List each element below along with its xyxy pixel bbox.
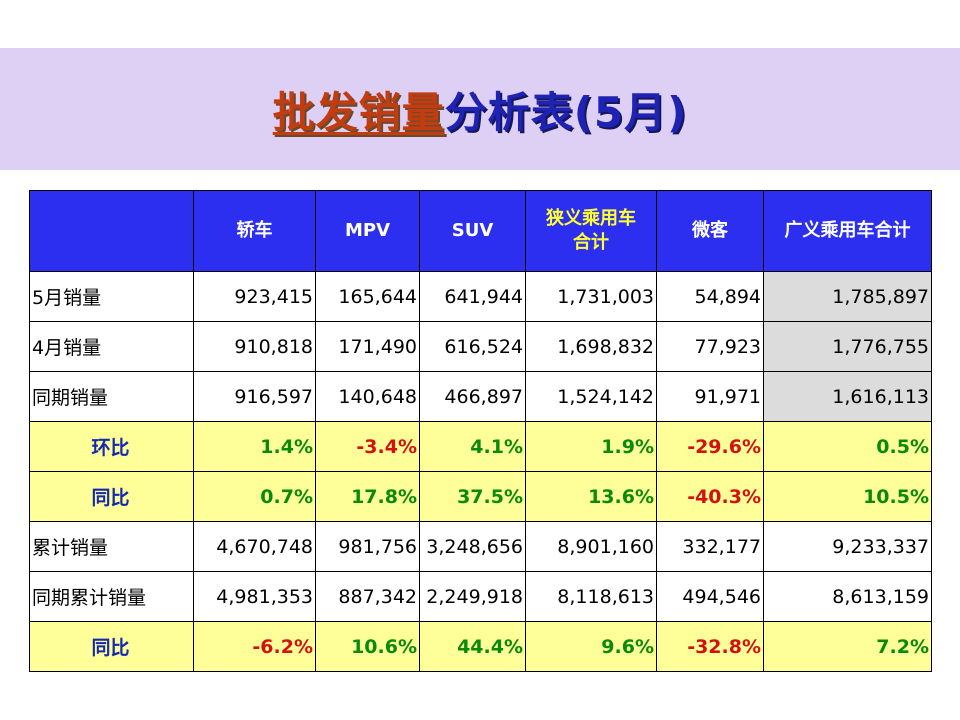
- row-label: 同比: [29, 621, 194, 672]
- cell-value: 171,490: [315, 321, 420, 372]
- cell-value: 1,731,003: [525, 271, 657, 322]
- cell-value: 916,597: [193, 371, 316, 422]
- page-title: 批发销量 分析表(5月): [0, 48, 960, 170]
- cell-percent: 13.6%: [525, 471, 657, 522]
- cell-percent: -32.8%: [656, 621, 764, 672]
- cell-value: 910,818: [193, 321, 316, 372]
- cell-percent: -29.6%: [656, 421, 764, 472]
- cell-percent: 44.4%: [419, 621, 526, 672]
- table-row: 累计销量 4,670,748 981,756 3,248,656 8,901,1…: [29, 521, 932, 572]
- cell-percent: 7.2%: [763, 621, 932, 672]
- cell-value: 3,248,656: [419, 521, 526, 572]
- cell-value: 887,342: [315, 571, 420, 622]
- cell-value: 4,981,353: [193, 571, 316, 622]
- cell-percent: 1.4%: [193, 421, 316, 472]
- cell-percent: -3.4%: [315, 421, 420, 472]
- row-label: 5月销量: [29, 271, 194, 322]
- cell-value: 8,613,159: [763, 571, 932, 622]
- title-part-1: 批发销量: [272, 87, 445, 137]
- header-corner: [29, 190, 194, 272]
- table-row: 5月销量 923,415 165,644 641,944 1,731,003 5…: [29, 271, 932, 322]
- title-banner: [0, 48, 960, 170]
- cell-value: 1,524,142: [525, 371, 657, 422]
- row-label: 同比: [29, 471, 194, 522]
- cell-percent: 0.7%: [193, 471, 316, 522]
- cell-value: 2,249,918: [419, 571, 526, 622]
- cell-percent: 9.6%: [525, 621, 657, 672]
- cell-value: 641,944: [419, 271, 526, 322]
- row-label: 4月销量: [29, 321, 194, 372]
- cell-percent: 0.5%: [763, 421, 932, 472]
- cell-percent: 37.5%: [419, 471, 526, 522]
- cell-value-total: 1,616,113: [763, 371, 932, 422]
- cell-value: 494,546: [656, 571, 764, 622]
- table-row: 同期销量 916,597 140,648 466,897 1,524,142 9…: [29, 371, 932, 422]
- header-narrow-total: 狭义乘用车合计: [525, 190, 657, 272]
- row-label: 累计销量: [29, 521, 194, 572]
- cell-percent: 1.9%: [525, 421, 657, 472]
- cell-value: 1,698,832: [525, 321, 657, 372]
- header-mpv: MPV: [315, 190, 420, 272]
- cell-value-total: 1,776,755: [763, 321, 932, 372]
- header-minivan: 微客: [656, 190, 764, 272]
- cell-value: 466,897: [419, 371, 526, 422]
- header-broad-total: 广义乘用车合计: [763, 190, 932, 272]
- cell-value: 8,118,613: [525, 571, 657, 622]
- table-row-percent: 环比 1.4% -3.4% 4.1% 1.9% -29.6% 0.5%: [29, 421, 932, 472]
- cell-percent: 17.8%: [315, 471, 420, 522]
- cell-percent: 4.1%: [419, 421, 526, 472]
- sales-table: 轿车 MPV SUV 狭义乘用车合计 微客 广义乘用车合计 5月销量 923,4…: [29, 190, 932, 672]
- cell-value: 9,233,337: [763, 521, 932, 572]
- cell-value: 4,670,748: [193, 521, 316, 572]
- cell-value: 981,756: [315, 521, 420, 572]
- cell-value: 923,415: [193, 271, 316, 322]
- row-label: 同期累计销量: [29, 571, 194, 622]
- cell-value: 165,644: [315, 271, 420, 322]
- table-row-percent: 同比 -6.2% 10.6% 44.4% 9.6% -32.8% 7.2%: [29, 621, 932, 672]
- row-label: 环比: [29, 421, 194, 472]
- cell-percent: 10.6%: [315, 621, 420, 672]
- row-label: 同期销量: [29, 371, 194, 422]
- table-row: 4月销量 910,818 171,490 616,524 1,698,832 7…: [29, 321, 932, 372]
- cell-value: 140,648: [315, 371, 420, 422]
- table-header-row: 轿车 MPV SUV 狭义乘用车合计 微客 广义乘用车合计: [29, 190, 932, 272]
- cell-value: 332,177: [656, 521, 764, 572]
- cell-value: 77,923: [656, 321, 764, 372]
- cell-value: 91,971: [656, 371, 764, 422]
- cell-value: 54,894: [656, 271, 764, 322]
- title-part-2: 分析表(5月): [444, 87, 688, 137]
- cell-percent: -6.2%: [193, 621, 316, 672]
- header-suv: SUV: [419, 190, 526, 272]
- table-row: 同期累计销量 4,981,353 887,342 2,249,918 8,118…: [29, 571, 932, 622]
- cell-percent: -40.3%: [656, 471, 764, 522]
- cell-value: 8,901,160: [525, 521, 657, 572]
- cell-value-total: 1,785,897: [763, 271, 932, 322]
- cell-value: 616,524: [419, 321, 526, 372]
- cell-percent: 10.5%: [763, 471, 932, 522]
- header-sedan: 轿车: [193, 190, 316, 272]
- table-row-percent: 同比 0.7% 17.8% 37.5% 13.6% -40.3% 10.5%: [29, 471, 932, 522]
